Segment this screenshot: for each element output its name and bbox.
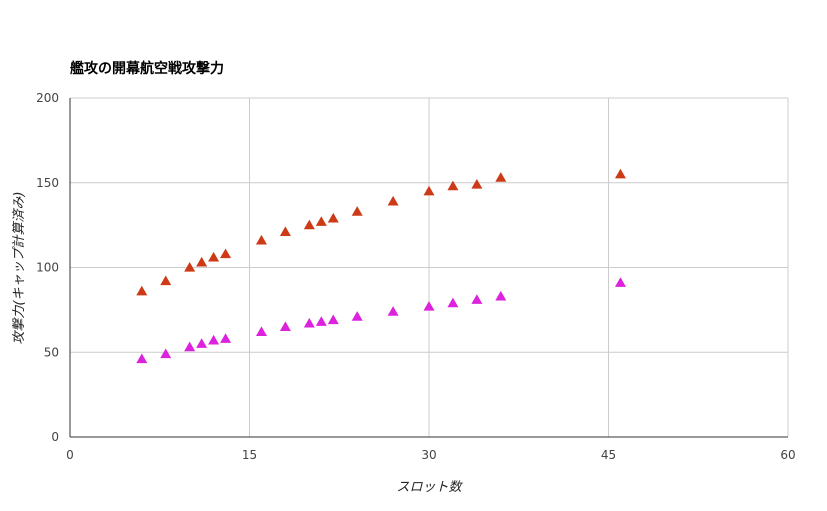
data-point-series-2 bbox=[279, 321, 291, 331]
x-tick-label: 30 bbox=[421, 448, 436, 462]
data-point-series-1 bbox=[447, 180, 459, 191]
data-point-series-1 bbox=[208, 251, 220, 262]
y-tick-label: 150 bbox=[36, 176, 59, 190]
data-point-series-2 bbox=[208, 334, 220, 345]
y-tick-label: 200 bbox=[36, 91, 59, 105]
data-point-series-1 bbox=[303, 219, 315, 230]
data-point-series-1 bbox=[423, 185, 435, 196]
data-point-series-1 bbox=[279, 226, 291, 237]
data-point-series-2 bbox=[196, 338, 208, 348]
axes bbox=[69, 98, 788, 438]
data-point-series-2 bbox=[303, 317, 315, 328]
y-tick-label: 0 bbox=[51, 430, 59, 444]
data-point-series-1 bbox=[184, 262, 196, 272]
data-point-series-2 bbox=[447, 297, 459, 308]
grid-lines bbox=[70, 97, 789, 437]
data-point-series-1 bbox=[196, 256, 208, 267]
x-tick-label: 60 bbox=[780, 448, 795, 462]
y-axis-label: 攻撃力(キャップ計算済み) bbox=[12, 191, 27, 344]
data-point-series-2 bbox=[495, 290, 507, 301]
data-point-series-2 bbox=[184, 341, 196, 352]
data-point-series-1 bbox=[495, 172, 507, 182]
data-point-series-2 bbox=[614, 277, 626, 287]
data-point-series-1 bbox=[255, 234, 267, 245]
data-point-series-1 bbox=[351, 206, 363, 216]
data-point-series-1 bbox=[136, 285, 148, 296]
data-points bbox=[136, 168, 626, 364]
data-point-series-1 bbox=[471, 178, 483, 189]
data-point-series-1 bbox=[220, 248, 232, 259]
x-axis-label: スロット数 bbox=[396, 480, 463, 495]
x-tick-label: 45 bbox=[601, 448, 616, 462]
data-point-series-2 bbox=[136, 353, 148, 364]
data-point-series-1 bbox=[160, 275, 172, 286]
y-tick-label: 50 bbox=[44, 345, 59, 359]
y-tick-label: 100 bbox=[36, 261, 59, 275]
x-tick-label: 15 bbox=[242, 448, 257, 462]
data-point-series-2 bbox=[471, 294, 483, 304]
data-point-series-2 bbox=[327, 314, 339, 325]
data-point-series-1 bbox=[327, 212, 339, 223]
data-point-series-1 bbox=[315, 216, 327, 226]
data-point-series-1 bbox=[387, 195, 399, 206]
data-point-series-2 bbox=[351, 311, 363, 321]
chart-title: 艦攻の開幕航空戦攻撃力 bbox=[70, 60, 224, 77]
data-point-series-2 bbox=[387, 306, 399, 316]
data-point-series-2 bbox=[160, 348, 172, 359]
data-point-series-2 bbox=[423, 300, 435, 311]
data-point-series-2 bbox=[255, 326, 267, 337]
data-point-series-2 bbox=[315, 316, 327, 326]
tick-labels: 0 15 30 45 60 0 50 100 150 200 bbox=[36, 91, 796, 462]
x-tick-label: 0 bbox=[66, 448, 74, 462]
data-point-series-2 bbox=[220, 333, 232, 343]
data-point-series-1 bbox=[614, 168, 626, 179]
